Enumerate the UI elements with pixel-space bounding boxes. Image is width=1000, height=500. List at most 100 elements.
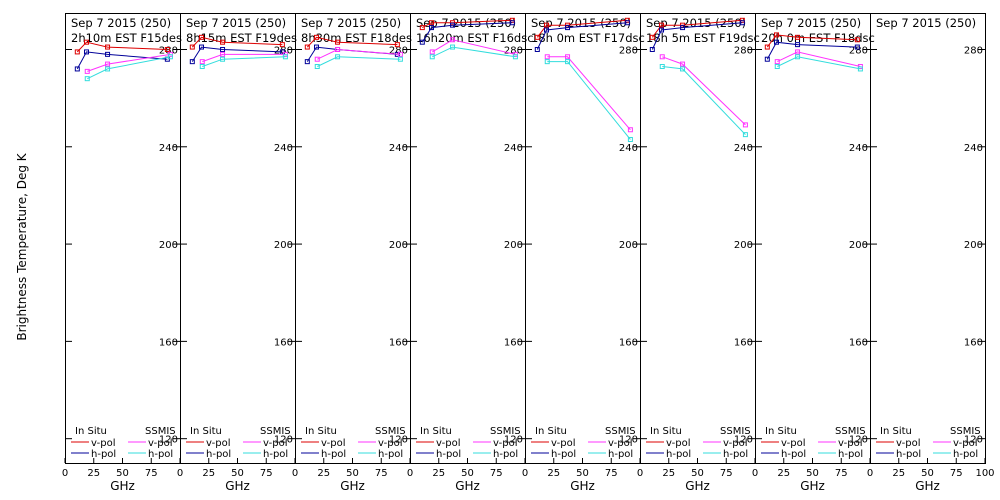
panel-title-date: Sep 7 2015 (250) — [531, 16, 631, 30]
data-point-insitu_v — [429, 20, 435, 26]
x-tick-label: 25 — [547, 468, 560, 479]
legend-label-ssmis_h: h-pol — [263, 449, 288, 460]
series-line-insitu_v — [306, 36, 398, 48]
x-axis-label: GHz — [110, 479, 135, 493]
x-tick-label: 0 — [867, 468, 873, 479]
data-point-ssmis_v — [314, 56, 320, 62]
panel-4: Sep 7 2015 (250)16h20m EST F16dsc1201602… — [407, 13, 534, 493]
data-point-ssmis_h — [795, 54, 801, 60]
data-point-insitu_h — [795, 42, 801, 48]
data-point-insitu_v — [419, 25, 425, 31]
y-tick-label: 160 — [734, 337, 753, 348]
x-tick-label: 50 — [576, 468, 589, 479]
series-line-insitu_v — [191, 36, 283, 48]
y-tick-label: 280 — [504, 45, 523, 56]
data-point-ssmis_v — [450, 37, 456, 43]
x-tick-label: 50 — [691, 468, 704, 479]
legend-group-insitu: In Situ — [305, 426, 337, 437]
data-point-ssmis_h — [544, 59, 550, 65]
series-line-ssmis_v — [547, 56, 631, 131]
x-axis-label: GHz — [685, 479, 710, 493]
series-line-ssmis_h — [547, 61, 631, 140]
y-tick-label: 160 — [159, 337, 178, 348]
legend-label-ssmis_h: h-pol — [723, 449, 748, 460]
legend-group-ssmis: SSMIS — [720, 426, 751, 437]
panel-title-time: 18h 0m EST F17dsc — [531, 31, 645, 45]
data-point-ssmis_v — [105, 61, 111, 67]
data-point-insitu_v — [279, 42, 285, 48]
y-tick-label: 200 — [734, 240, 753, 251]
y-tick-label: 200 — [964, 240, 983, 251]
data-point-ssmis_h — [450, 44, 456, 50]
data-point-ssmis_v — [627, 127, 633, 133]
legend-label-ssmis_v: v-pol — [723, 438, 748, 449]
legend-label-ssmis_h: h-pol — [148, 449, 173, 460]
data-point-ssmis_v — [795, 49, 801, 55]
legend-label-insitu_h: h-pol — [781, 449, 806, 460]
data-point-insitu_v — [189, 44, 195, 50]
series-line-ssmis_v — [317, 48, 401, 60]
x-tick-label: 50 — [806, 468, 819, 479]
legend-group-insitu: In Situ — [880, 426, 912, 437]
legend-group-insitu: In Situ — [420, 426, 452, 437]
legend-label-ssmis_h: h-pol — [608, 449, 633, 460]
legend-label-ssmis_v: v-pol — [148, 438, 173, 449]
x-tick-label: 25 — [87, 468, 100, 479]
data-point-ssmis_v — [742, 122, 748, 128]
x-tick-label: 25 — [892, 468, 905, 479]
x-axis-label: GHz — [915, 479, 940, 493]
panel-frame — [755, 13, 871, 464]
series-line-insitu_v — [651, 19, 743, 38]
x-axis-label: GHz — [570, 479, 595, 493]
y-tick-label: 240 — [389, 143, 408, 154]
data-point-ssmis_v — [774, 59, 780, 65]
y-tick-label: 240 — [734, 143, 753, 154]
x-tick-label: 0 — [177, 468, 183, 479]
legend-group-ssmis: SSMIS — [835, 426, 866, 437]
data-point-ssmis_h — [774, 64, 780, 70]
legend-group-insitu: In Situ — [190, 426, 222, 437]
data-point-insitu_h — [764, 56, 770, 62]
y-tick-label: 240 — [504, 143, 523, 154]
legend-group-ssmis: SSMIS — [260, 426, 291, 437]
panel-frame — [65, 13, 181, 464]
x-tick-label: 50 — [116, 468, 129, 479]
data-point-insitu_v — [105, 44, 111, 50]
data-point-insitu_h — [624, 20, 630, 26]
y-tick-label: 200 — [389, 240, 408, 251]
y-tick-label: 280 — [734, 45, 753, 56]
series-line-ssmis_h — [202, 56, 286, 67]
data-point-ssmis_h — [199, 64, 205, 70]
data-point-ssmis_v — [544, 54, 550, 60]
series-line-ssmis_h — [87, 56, 171, 80]
series-line-ssmis_v — [202, 53, 286, 63]
data-point-insitu_v — [84, 39, 90, 45]
x-tick-label: 75 — [375, 468, 388, 479]
y-tick-label: 160 — [849, 337, 868, 348]
data-point-insitu_v — [795, 34, 801, 40]
series-line-insitu_h — [651, 22, 743, 50]
data-point-insitu_h — [534, 46, 540, 52]
panel-title-time: 8h30m EST F18des — [301, 31, 412, 45]
data-point-insitu_h — [659, 27, 665, 33]
y-tick-label: 240 — [964, 143, 983, 154]
legend-label-insitu_v: v-pol — [436, 438, 461, 449]
data-point-insitu_h — [304, 59, 310, 65]
x-tick-label: 100 — [975, 468, 994, 479]
y-tick-label: 160 — [964, 337, 983, 348]
data-point-insitu_v — [74, 49, 80, 55]
legend-group-ssmis: SSMIS — [145, 426, 176, 437]
y-tick-label: 280 — [274, 45, 293, 56]
legend-label-insitu_v: v-pol — [321, 438, 346, 449]
x-tick-label: 25 — [662, 468, 675, 479]
data-point-insitu_h — [74, 66, 80, 72]
x-tick-label: 75 — [260, 468, 273, 479]
legend-label-insitu_h: h-pol — [436, 449, 461, 460]
panel-title-time: 2h10m EST F15des — [71, 31, 182, 45]
panel-title-time: 8h15m EST F19des — [186, 31, 297, 45]
x-axis-label: GHz — [340, 479, 365, 493]
legend-label-ssmis_h: h-pol — [838, 449, 863, 460]
panel-title-date: Sep 7 2015 (250) — [301, 16, 401, 30]
legend-label-insitu_h: h-pol — [321, 449, 346, 460]
x-tick-label: 25 — [202, 468, 215, 479]
